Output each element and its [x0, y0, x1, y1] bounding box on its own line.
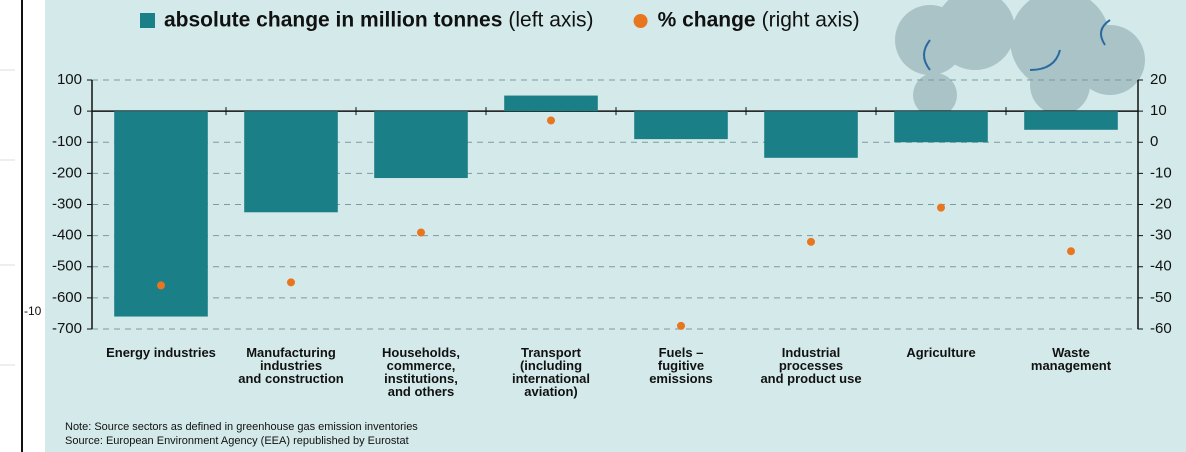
legend-note: (left axis) [508, 9, 593, 32]
y-tick-label: 0 [74, 102, 82, 119]
point [1067, 247, 1075, 255]
bar [504, 96, 598, 112]
legend: absolute change in million tonnes (left a… [140, 9, 860, 32]
y-tick-label: -200 [52, 164, 82, 181]
chart: -10 absolute change in million tonnes (le… [0, 0, 1186, 452]
y-tick-label: -700 [52, 320, 82, 337]
bar [634, 111, 728, 139]
x-tick-label: Agriculture [906, 345, 975, 360]
bar [1024, 111, 1118, 130]
y-tick-label: -100 [52, 133, 82, 150]
point [677, 322, 685, 330]
y-tick-label: 100 [57, 71, 82, 88]
legend-note: (right axis) [762, 9, 860, 32]
legend-swatch [140, 13, 155, 28]
bar [244, 111, 338, 212]
x-tick-label: Energy industries [106, 345, 216, 360]
legend-label: absolute change in million tonnes [164, 9, 502, 32]
point [417, 229, 425, 237]
point [937, 204, 945, 212]
bar [374, 111, 468, 178]
y2-tick-label: -30 [1150, 227, 1172, 244]
note: Note: Source sectors as defined in green… [65, 421, 418, 433]
bar [894, 111, 988, 142]
y-tick-label: -300 [52, 195, 82, 212]
y-tick-label: -400 [52, 227, 82, 244]
source: Source: European Environment Agency (EEA… [65, 435, 409, 447]
point [547, 116, 555, 124]
bar [764, 111, 858, 158]
point [807, 238, 815, 246]
y-tick-label: -600 [52, 289, 82, 306]
fragment-label: -10 [24, 304, 42, 318]
point [287, 278, 295, 286]
y2-tick-label: -60 [1150, 320, 1172, 337]
panel [45, 0, 1186, 452]
y2-tick-label: 20 [1150, 71, 1167, 88]
y2-tick-label: 0 [1150, 133, 1158, 150]
legend-label: % change [658, 9, 756, 32]
y-tick-label: -500 [52, 258, 82, 275]
y2-tick-label: -50 [1150, 289, 1172, 306]
y2-tick-label: 10 [1150, 102, 1167, 119]
y2-tick-label: -40 [1150, 258, 1172, 275]
y2-tick-label: -10 [1150, 164, 1172, 181]
legend-swatch [634, 14, 648, 28]
y2-tick-label: -20 [1150, 195, 1172, 212]
x-tick-label: Households,commerce,institutions,and oth… [382, 345, 460, 399]
point [157, 281, 165, 289]
